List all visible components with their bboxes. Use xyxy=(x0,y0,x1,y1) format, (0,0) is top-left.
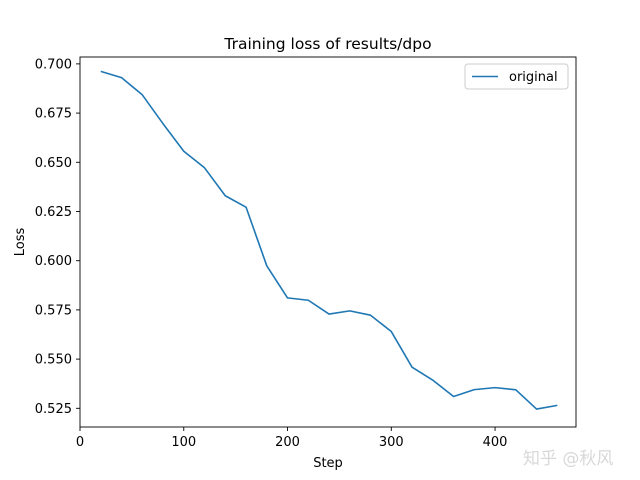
y-tick-label: 0.525 xyxy=(35,402,72,417)
y-axis-label: Loss xyxy=(13,228,28,257)
y-tick-label: 0.600 xyxy=(35,254,72,269)
y-axis: 0.525 0.550 0.575 0.600 0.625 0.650 0.675 0.700 xyxy=(35,57,80,417)
legend: original xyxy=(464,63,569,90)
x-tick-label: 0 xyxy=(76,435,84,450)
x-axis-label: Step xyxy=(313,456,343,471)
y-tick-label: 0.700 xyxy=(35,57,72,72)
y-tick-label: 0.575 xyxy=(35,303,72,318)
y-tick-label: 0.550 xyxy=(35,353,72,368)
plot-frame xyxy=(79,56,577,428)
legend-box xyxy=(464,63,569,90)
plot-area xyxy=(79,56,577,428)
x-axis: 0 100 200 300 400 xyxy=(76,427,508,450)
y-tick-label: 0.675 xyxy=(35,107,72,122)
x-tick-label: 400 xyxy=(483,435,508,450)
chart-title: Training loss of results/dpo xyxy=(223,35,431,53)
y-tick-label: 0.625 xyxy=(35,205,72,220)
plot-background xyxy=(80,57,576,427)
x-tick-label: 300 xyxy=(379,435,404,450)
watermark: 知乎 @秋风 xyxy=(523,449,614,469)
legend-label: original xyxy=(509,70,558,85)
x-tick-label: 100 xyxy=(171,435,196,450)
y-tick-label: 0.650 xyxy=(35,156,72,171)
x-tick-label: 200 xyxy=(275,435,300,450)
